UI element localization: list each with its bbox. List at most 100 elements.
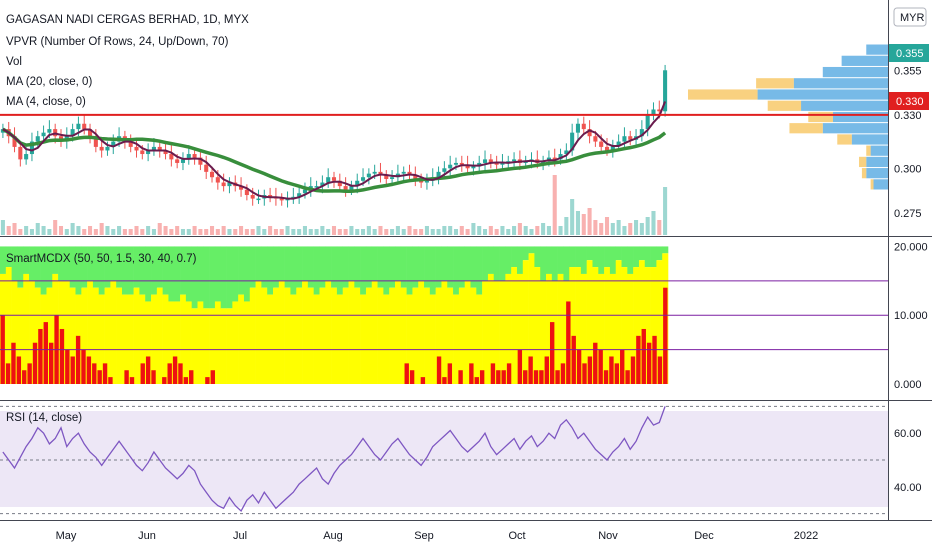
candle-body [256,198,261,201]
mcdx-yellow-bar [394,280,402,384]
mcdx-green-bar [447,246,454,288]
mcdx-green-bar [214,246,222,302]
volume-bar [361,229,366,235]
mcdx-green-bar [307,246,314,288]
mcdx-yellow-bar [92,287,100,384]
legend-ma20[interactable]: MA (20, close, 0) [6,76,92,88]
mcdx-yellow-bar [412,287,419,384]
mcdx-tick-label: 20.000 [894,241,928,253]
volume-bar [372,229,377,235]
mcdx-green-bar [377,246,384,288]
candle-body [76,123,81,130]
candle-body [610,145,615,151]
volume-bar [151,229,156,235]
mcdx-green-bar [40,246,47,295]
mcdx-yellow-bar [557,273,564,384]
candle-body [552,157,557,160]
mcdx-green-bar [394,246,402,281]
mcdx-yellow-bar [174,301,181,384]
volume-bar [558,226,563,235]
mcdx-yellow-bar [23,273,30,384]
mcdx-red-bar [38,328,43,384]
mcdx-red-bar [5,363,11,384]
volume-bar [424,226,429,235]
candle-body [651,109,656,115]
mcdx-yellow-bar [325,280,332,384]
mcdx-green-bar [551,246,558,281]
candle-body [599,141,604,147]
mcdx-yellow-bar [360,294,367,384]
mcdx-yellow-bar [348,280,355,384]
mcdx-green-bar [656,246,663,261]
candle-body [192,154,197,158]
candle-body [41,132,46,137]
mcdx-red-bar [641,328,646,384]
mcdx-red-bar [603,370,609,384]
candle-body [453,162,459,165]
vp-row-down [861,168,867,179]
volume-bar [506,229,511,235]
mcdx-green-bar [255,246,262,281]
volume-bar [262,229,267,235]
volume-bar [407,226,412,235]
mcdx-green-bar [302,246,309,281]
mcdx-red-bar [32,342,38,384]
volume-bar [186,229,191,235]
mcdx-red-bar [566,301,571,384]
candle-body [244,189,249,196]
legend-rsi[interactable]: RSI (14, close) [6,412,82,424]
volume-bar [99,223,104,235]
candle-body [512,159,517,162]
time-tick-label: Aug [323,530,343,542]
volume-bar [180,229,186,235]
mcdx-red-bar [533,370,539,384]
mcdx-red-bar [145,356,151,384]
volume-bar [529,229,534,235]
mcdx-red-bar [48,342,54,384]
mcdx-yellow-bar [522,260,529,384]
mcdx-green-bar [609,246,617,274]
mcdx-green-bar [371,246,378,281]
mcdx-green-bar [23,246,30,274]
mcdx-yellow-bar [267,294,274,384]
volume-bar [82,229,87,235]
legend-ma4[interactable]: MA (4, close, 0) [6,96,86,108]
mcdx-green-bar [220,246,227,309]
legend-vpvr[interactable]: VPVR (Number Of Rows, 24, Up/Down, 70) [6,36,229,48]
mcdx-green-bar [313,246,320,295]
mcdx-yellow-bar [406,294,413,384]
mcdx-green-bar [133,246,140,288]
mcdx-green-bar [453,246,460,295]
legend-smartmcdx[interactable]: SmartMCDX (50, 50, 1.5, 30, 40, 0.7) [6,253,197,265]
volume-bar [291,229,296,235]
mcdx-green-bar [575,246,582,268]
volume-bar [105,226,110,235]
rsi-tick-label: 60.00 [894,428,922,440]
mcdx-yellow-bar [284,287,291,384]
candle-body [488,159,493,163]
mcdx-red-bar [129,377,135,384]
candle-body [639,129,644,137]
mcdx-green-bar [278,246,285,281]
support-price-label: 0.330 [896,96,924,108]
currency-button[interactable] [893,7,927,27]
mcdx-yellow-bar [11,280,18,384]
volume-bar [488,226,493,235]
mcdx-yellow-bar [615,260,622,384]
volume-bar [349,226,354,235]
candle-body [442,168,447,172]
volume-bar [517,223,522,235]
mcdx-red-bar [469,363,474,384]
mcdx-green-bar [429,246,436,295]
mcdx-yellow-bar [191,308,198,384]
mcdx-yellow-bar [319,287,326,384]
volume-bar [337,229,342,235]
volume-bar [268,226,273,235]
legend-vol[interactable]: Vol [6,56,22,68]
mcdx-green-bar [232,246,239,302]
volume-bar [88,226,93,235]
volume-bar [227,229,232,235]
mcdx-green-bar [563,246,570,281]
vp-row-up [870,145,888,156]
vp-row-up [801,100,888,111]
